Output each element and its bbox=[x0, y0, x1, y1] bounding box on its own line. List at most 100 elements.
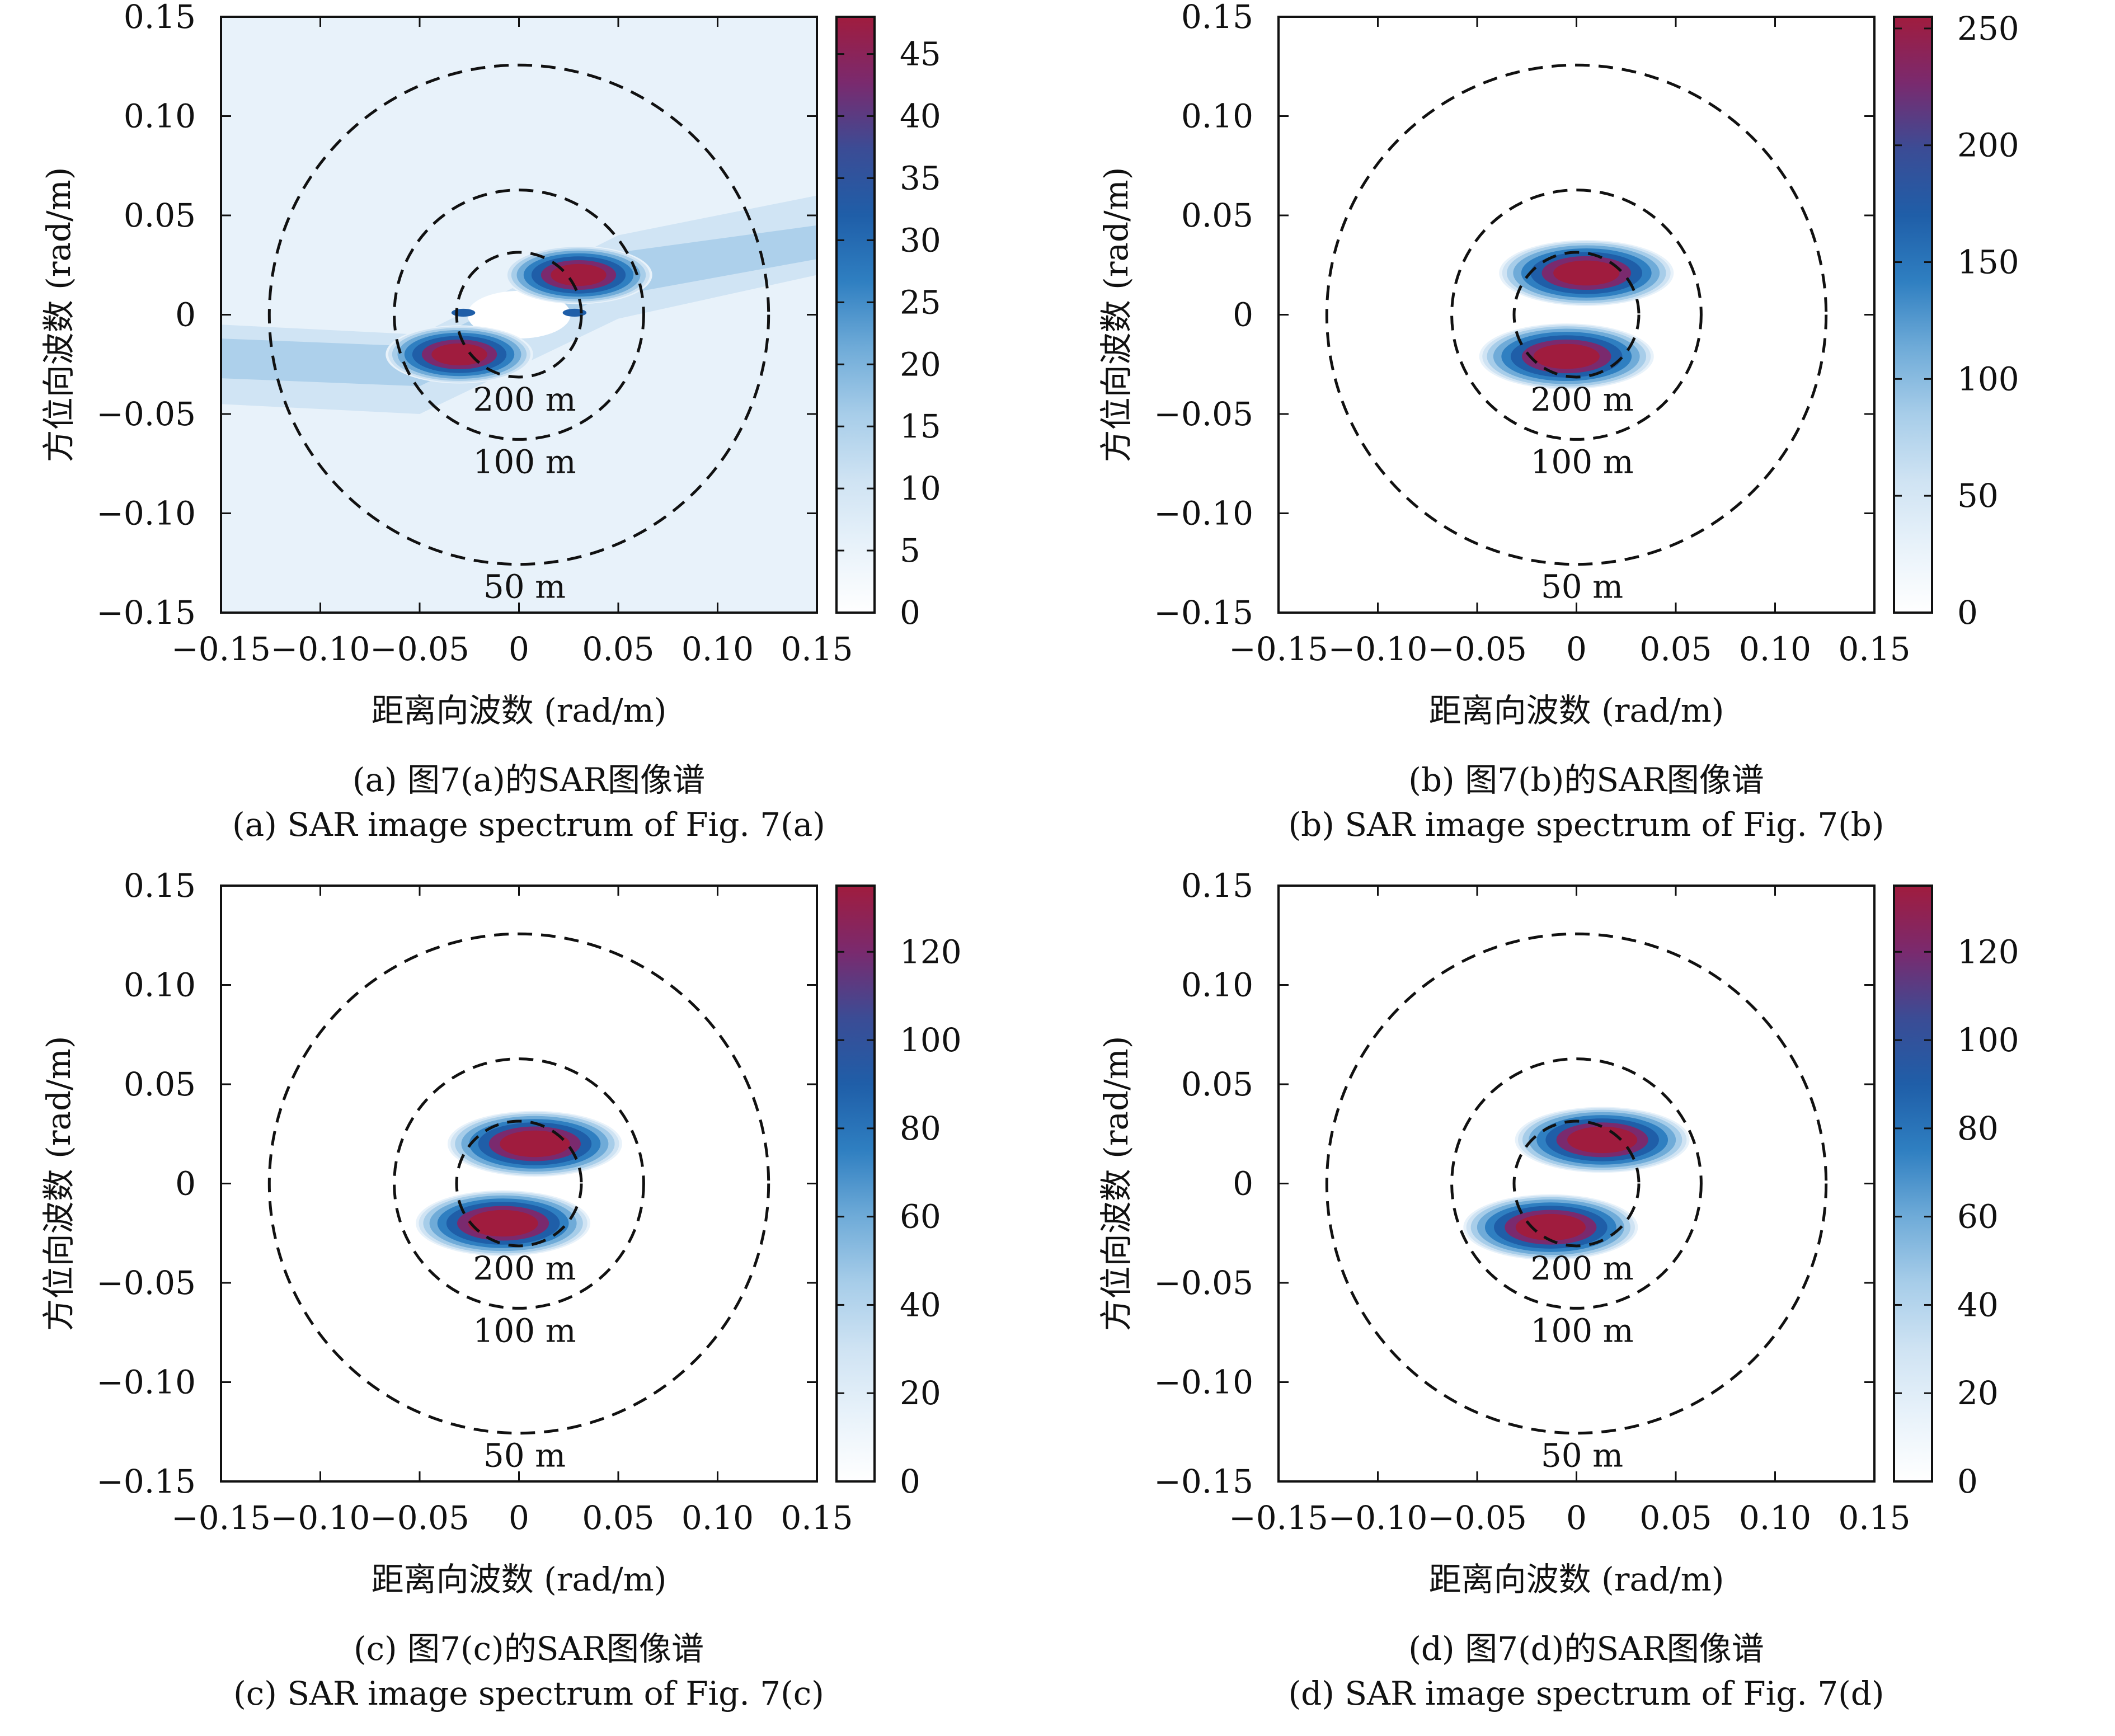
spectrum-peak bbox=[1533, 344, 1600, 369]
colorbar-tick-label: 0 bbox=[900, 594, 920, 632]
caption-en-b: (b) SAR image spectrum of Fig. 7(b) bbox=[1288, 806, 1884, 844]
x-axis-label: 距离向波数 (rad/m) bbox=[1429, 1560, 1724, 1598]
caption-en-d: (d) SAR image spectrum of Fig. 7(d) bbox=[1288, 1674, 1884, 1713]
x-tick-label: −0.05 bbox=[1427, 630, 1527, 668]
y-tick-label: 0.10 bbox=[1181, 97, 1253, 135]
y-tick-label: −0.05 bbox=[1154, 395, 1253, 433]
caption-en-c: (c) SAR image spectrum of Fig. 7(c) bbox=[233, 1674, 824, 1713]
colorbar-tick-label: 100 bbox=[900, 1021, 962, 1059]
colorbar bbox=[1893, 885, 1933, 1483]
x-axis-label: 距离向波数 (rad/m) bbox=[1429, 691, 1724, 730]
wavelength-circle bbox=[1512, 1119, 1641, 1248]
y-tick-label: 0.15 bbox=[1181, 0, 1253, 36]
y-tick-label: −0.10 bbox=[1154, 1363, 1253, 1401]
y-tick-label: 0 bbox=[175, 296, 196, 334]
colorbar-tick-label: 0 bbox=[900, 1462, 920, 1500]
x-tick-label: 0.15 bbox=[1838, 630, 1910, 668]
colorbar-tick-label: 60 bbox=[900, 1198, 941, 1236]
plot-background bbox=[1279, 17, 1874, 613]
y-tick-label: 0.10 bbox=[124, 966, 196, 1004]
panel-b: 200 m 100 m 50 m −0.15 −0.10 −0.05 0 0.05 0.10 0.… bbox=[1058, 0, 2115, 867]
x-tick-label: 0.05 bbox=[1639, 630, 1712, 668]
x-tick-label: −0.05 bbox=[370, 1499, 469, 1537]
x-tick-label: 0.10 bbox=[1739, 1499, 1811, 1537]
spectrum-peak bbox=[431, 343, 487, 366]
x-tick-label: −0.15 bbox=[171, 1499, 271, 1537]
colorbar-tick-label: 100 bbox=[1957, 1021, 2019, 1059]
y-tick-label: 0 bbox=[1233, 296, 1253, 334]
colorbar-tick-label: 200 bbox=[1957, 126, 2019, 164]
spectrum-peak bbox=[1567, 1126, 1638, 1154]
spectrum-side-lobe bbox=[562, 308, 587, 317]
colorbar bbox=[1893, 16, 1933, 614]
y-tick-label: 0 bbox=[1233, 1165, 1253, 1203]
wavelength-circle bbox=[267, 63, 770, 566]
y-tick-label: −0.15 bbox=[1154, 594, 1253, 632]
wavelength-circle bbox=[455, 251, 583, 379]
y-tick-label: −0.05 bbox=[1154, 1264, 1253, 1302]
colorbar bbox=[835, 885, 876, 1483]
colorbar-tick-label: 150 bbox=[1957, 243, 2019, 281]
x-tick-label: 0 bbox=[1566, 630, 1587, 668]
colorbar-tick-label: 40 bbox=[900, 97, 941, 135]
colorbar-tick-label: 40 bbox=[900, 1286, 941, 1324]
y-tick-label: 0.05 bbox=[124, 196, 196, 234]
colorbar-tick-label: 20 bbox=[900, 1374, 941, 1412]
panel-d: 200 m 100 m 50 m −0.15 −0.10 −0.05 0 0.05 0.10 0.… bbox=[1058, 867, 2115, 1736]
colorbar-tick-label: 15 bbox=[900, 407, 941, 445]
x-tick-label: −0.15 bbox=[171, 630, 271, 668]
y-axis-label: 方位向波数 (rad/m) bbox=[1097, 1036, 1135, 1332]
wavelength-circle bbox=[1450, 1057, 1703, 1310]
wavelength-label: 200 m bbox=[1530, 380, 1633, 418]
spectrum-peak bbox=[468, 1210, 538, 1237]
wavelength-circle bbox=[1325, 63, 1828, 566]
x-tick-label: −0.05 bbox=[370, 630, 469, 668]
wavelength-circle bbox=[1325, 932, 1828, 1435]
colorbar-tick-label: 20 bbox=[1957, 1374, 1999, 1412]
y-tick-label: 0.15 bbox=[124, 867, 196, 905]
x-tick-label: 0.10 bbox=[682, 630, 754, 668]
y-tick-label: 0.15 bbox=[1181, 867, 1253, 905]
x-tick-label: 0.15 bbox=[781, 630, 853, 668]
colorbar-tick-label: 50 bbox=[1957, 477, 1999, 515]
y-axis-label: 方位向波数 (rad/m) bbox=[40, 167, 78, 463]
wavelength-circle bbox=[1450, 189, 1703, 441]
plot-content bbox=[1325, 932, 1828, 1435]
plot-background bbox=[221, 886, 817, 1481]
y-tick-label: −0.10 bbox=[96, 1363, 196, 1401]
wavelength-circle bbox=[455, 1119, 583, 1248]
colorbar-tick-label: 30 bbox=[900, 221, 941, 259]
wavelength-label: 100 m bbox=[473, 1311, 576, 1349]
spectrum-centre-clear bbox=[467, 290, 571, 339]
colorbar-tick-label: 80 bbox=[1957, 1109, 1999, 1147]
wavelength-label: 200 m bbox=[1530, 1249, 1633, 1287]
colorbar-tick-label: 0 bbox=[1957, 1462, 1978, 1500]
y-tick-label: 0.15 bbox=[124, 0, 196, 36]
x-tick-label: −0.10 bbox=[271, 630, 370, 668]
x-tick-label: −0.15 bbox=[1229, 630, 1328, 668]
y-tick-label: 0 bbox=[175, 1165, 196, 1203]
y-tick-label: 0.05 bbox=[1181, 196, 1253, 234]
y-tick-label: 0.05 bbox=[124, 1065, 196, 1103]
x-tick-label: −0.05 bbox=[1427, 1499, 1527, 1537]
y-tick-label: −0.10 bbox=[96, 495, 196, 533]
y-tick-label: −0.15 bbox=[96, 594, 196, 632]
spectrum-peak bbox=[1553, 260, 1620, 286]
colorbar-tick-label: 120 bbox=[900, 933, 962, 971]
caption-en-a: (a) SAR image spectrum of Fig. 7(a) bbox=[232, 806, 825, 844]
x-tick-label: 0.10 bbox=[682, 1499, 754, 1537]
wavelength-circle bbox=[393, 189, 645, 441]
y-tick-label: −0.10 bbox=[1154, 495, 1253, 533]
x-tick-label: −0.10 bbox=[1328, 1499, 1428, 1537]
x-axis-label: 距离向波数 (rad/m) bbox=[372, 691, 667, 730]
wavelength-label: 100 m bbox=[473, 443, 576, 481]
colorbar-tick-label: 250 bbox=[1957, 10, 2019, 48]
x-tick-label: 0 bbox=[1566, 1499, 1587, 1537]
x-axis-label: 距离向波数 (rad/m) bbox=[372, 1560, 667, 1598]
colorbar-tick-label: 0 bbox=[1957, 594, 1978, 632]
wavelength-label: 50 m bbox=[1541, 568, 1623, 606]
y-tick-label: 0.10 bbox=[124, 97, 196, 135]
x-tick-label: −0.10 bbox=[1328, 630, 1428, 668]
